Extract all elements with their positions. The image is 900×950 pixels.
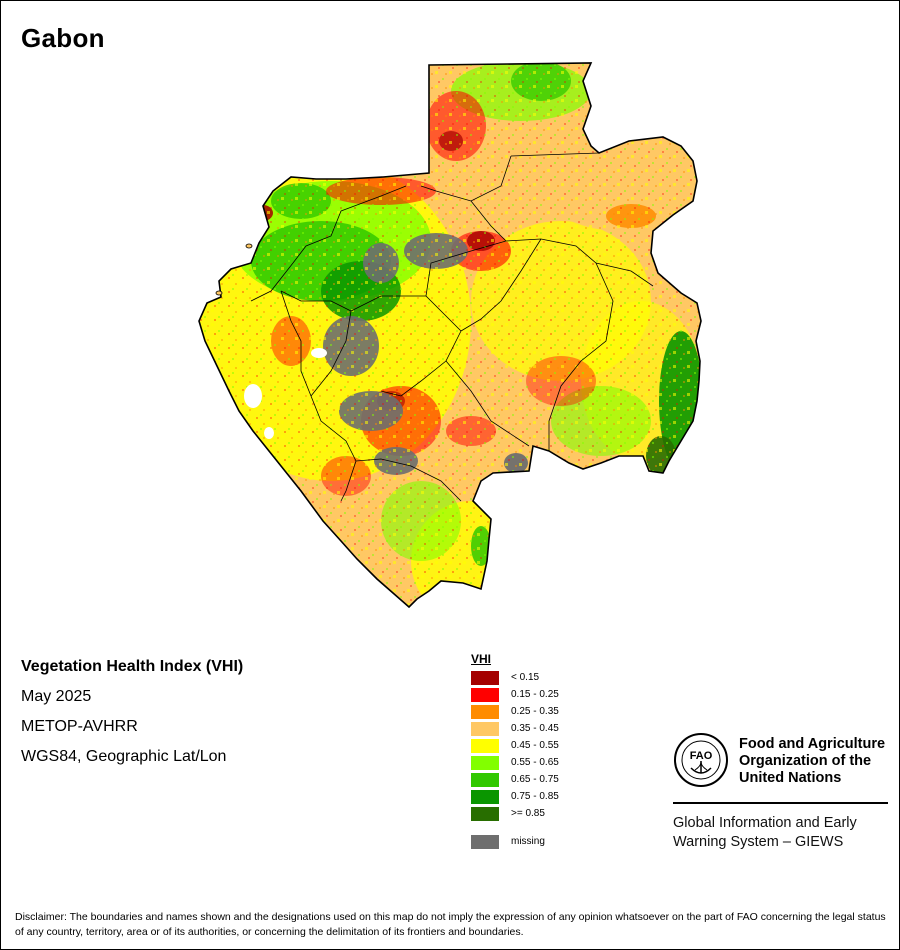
- vhi-legend: VHI < 0.15 0.15 - 0.25 0.25 - 0.35 0.35 …: [471, 652, 611, 851]
- legend-item: 0.35 - 0.45: [471, 721, 611, 738]
- legend-label: 0.35 - 0.45: [511, 723, 559, 734]
- fao-logo-icon: FAO: [674, 733, 728, 787]
- legend-swatch: [471, 807, 499, 821]
- legend-item: < 0.15: [471, 670, 611, 687]
- map-info-sensor: METOP-AVHRR: [21, 718, 138, 735]
- legend-label: 0.75 - 0.85: [511, 791, 559, 802]
- islands: [215, 243, 253, 296]
- legend-swatch-missing: [471, 835, 499, 849]
- fao-logo-text: FAO: [690, 750, 713, 762]
- legend-label-missing: missing: [511, 836, 545, 847]
- map-info-date: May 2025: [21, 688, 92, 705]
- legend-swatch: [471, 739, 499, 753]
- legend-title: VHI: [471, 652, 492, 666]
- legend-swatch: [471, 705, 499, 719]
- legend-label: 0.55 - 0.65: [511, 757, 559, 768]
- legend-item-missing: missing: [471, 834, 611, 851]
- legend-swatch: [471, 688, 499, 702]
- legend-label: < 0.15: [511, 672, 540, 683]
- fao-name-line2: Organization of the: [739, 753, 872, 769]
- legend-swatch: [471, 671, 499, 685]
- fao-divider: [673, 802, 888, 804]
- legend-item: 0.75 - 0.85: [471, 789, 611, 806]
- legend-swatch: [471, 756, 499, 770]
- legend-item: 0.55 - 0.65: [471, 755, 611, 772]
- legend-label: 0.25 - 0.35: [511, 706, 559, 717]
- map-info-projection: WGS84, Geographic Lat/Lon: [21, 748, 227, 765]
- legend-item: 0.15 - 0.25: [471, 687, 611, 704]
- giews-label: Global Information and Early Warning Sys…: [673, 814, 857, 852]
- legend-label: 0.65 - 0.75: [511, 774, 559, 785]
- legend-item: >= 0.85: [471, 806, 611, 823]
- legend-label: 0.45 - 0.55: [511, 740, 559, 751]
- legend-swatch: [471, 773, 499, 787]
- vhi-raster: [199, 63, 701, 607]
- legend-swatch: [471, 722, 499, 736]
- fao-name-line1: Food and Agriculture: [739, 736, 886, 752]
- legend-item: 0.45 - 0.55: [471, 738, 611, 755]
- province-boundaries: [250, 152, 654, 502]
- fao-organization-name: Food and Agriculture Organization of the…: [739, 736, 899, 787]
- giews-line1: Global Information and Early: [673, 815, 857, 831]
- legend-swatch: [471, 790, 499, 804]
- legend-item: 0.65 - 0.75: [471, 772, 611, 789]
- disclaimer-text: Disclaimer: The boundaries and names sho…: [15, 911, 886, 938]
- legend-label: >= 0.85: [511, 808, 545, 819]
- legend-label: 0.15 - 0.25: [511, 689, 559, 700]
- legend-item: 0.25 - 0.35: [471, 704, 611, 721]
- fao-name-line3: United Nations: [739, 770, 842, 786]
- giews-line2: Warning System – GIEWS: [673, 834, 844, 850]
- map-info-title: Vegetation Health Index (VHI): [21, 658, 244, 675]
- country-title: Gabon: [21, 23, 105, 53]
